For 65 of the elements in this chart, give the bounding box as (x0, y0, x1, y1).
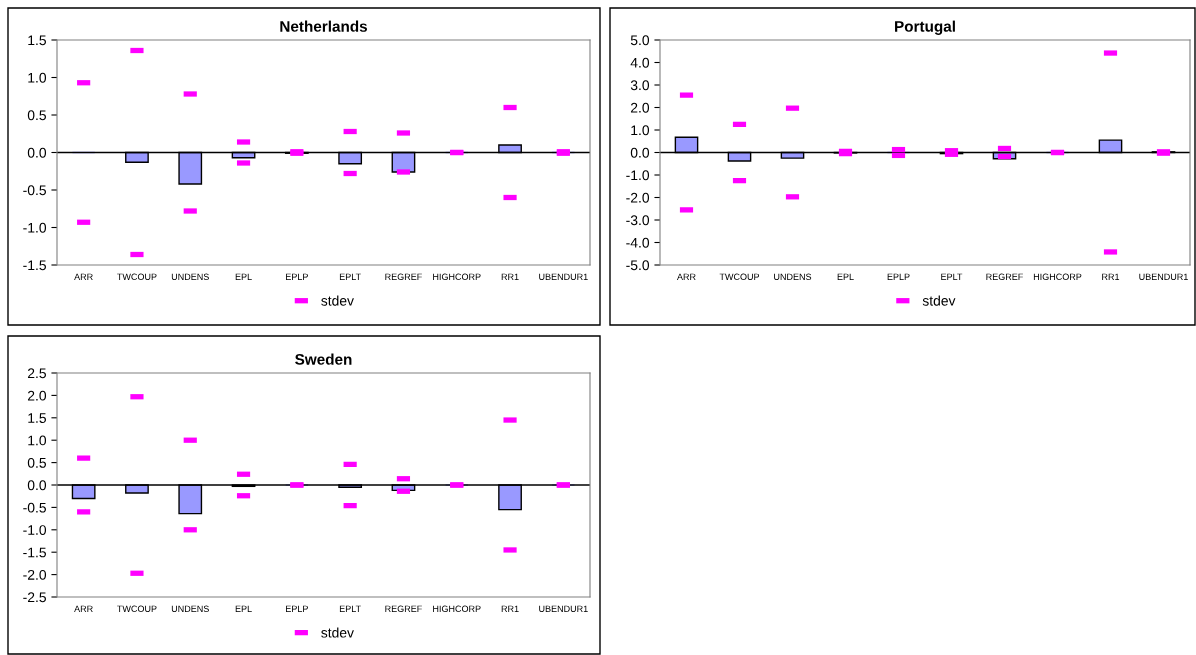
y-tick-label: -1.0 (23, 525, 47, 535)
legend-label: stdev (321, 295, 354, 306)
y-tick-label: 2.5 (27, 368, 46, 379)
y-tick-label: 0.0 (27, 147, 47, 158)
y-tick-label: -1.5 (23, 547, 46, 558)
x-tick-label: RR1 (501, 605, 519, 612)
y-tick-label: -3.0 (626, 215, 650, 226)
y-tick-label: -0.5 (23, 502, 46, 513)
y-tick-label: -2.0 (626, 192, 650, 203)
x-tick-label: UBENDUR1 (539, 273, 588, 280)
y-tick-label: 5.0 (630, 35, 650, 46)
legend-label: stdev (922, 295, 956, 306)
x-tick-label: UBENDUR1 (1139, 273, 1188, 280)
x-tick-label: EPL (235, 605, 252, 612)
x-tick-label: HIGHCORP (1033, 273, 1082, 280)
x-tick-label: ARR (676, 273, 696, 280)
y-tick-label: 1.0 (28, 435, 47, 446)
chart-title: Sweden (295, 353, 352, 365)
y-tick-label: -1.0 (626, 170, 650, 181)
legend-label: stdev (321, 627, 354, 638)
x-tick-label: RR1 (501, 273, 519, 280)
y-tick-label: 0.0 (630, 147, 650, 158)
y-tick-label: 1.5 (28, 413, 46, 423)
x-tick-label: HIGHCORP (433, 605, 481, 612)
x-tick-label: UNDENS (171, 273, 209, 280)
x-tick-label: TWCOUP (117, 273, 157, 280)
y-tick-label: -1.0 (23, 222, 47, 233)
y-tick-label: 1.0 (631, 125, 650, 136)
y-tick-label: 4.0 (630, 57, 650, 68)
y-tick-label: -4.0 (626, 237, 650, 248)
x-tick-label: REGREF (385, 605, 422, 612)
y-tick-label: 0.5 (27, 110, 46, 121)
x-tick-label: HIGHCORP (433, 273, 481, 280)
chart-title: Netherlands (280, 20, 368, 32)
y-tick-label: -2.5 (23, 592, 46, 603)
x-tick-label: REGREF (986, 273, 1023, 280)
y-tick-label: 1.5 (28, 35, 46, 46)
x-tick-label: RR1 (1102, 273, 1120, 280)
x-tick-label: ARR (74, 273, 93, 280)
x-tick-label: UBENDUR1 (539, 605, 588, 612)
x-tick-label: EPLP (887, 273, 910, 280)
y-tick-label: -0.5 (23, 185, 46, 196)
y-tick-label: -2.0 (23, 569, 47, 580)
y-tick-label: -5.0 (626, 260, 650, 271)
x-tick-label: EPLT (339, 273, 361, 280)
x-tick-label: EPLT (941, 273, 963, 280)
x-tick-label: TWCOUP (719, 273, 760, 280)
x-tick-label: TWCOUP (117, 605, 157, 612)
y-tick-label: 2.0 (27, 390, 47, 401)
y-tick-label: 1.0 (28, 72, 47, 83)
x-tick-label: REGREF (385, 273, 422, 280)
y-tick-label: 3.0 (630, 80, 650, 91)
x-tick-label: ARR (74, 605, 93, 612)
x-tick-label: EPL (837, 273, 854, 280)
x-tick-label: EPLT (339, 605, 361, 612)
y-tick-label: -1.5 (23, 260, 46, 271)
x-tick-label: UNDENS (774, 273, 812, 280)
y-tick-label: 0.5 (27, 457, 46, 468)
y-tick-label: 2.0 (630, 102, 650, 113)
x-tick-label: UNDENS (171, 605, 209, 612)
x-tick-label: EPLP (286, 605, 308, 612)
x-tick-label: EPL (235, 273, 252, 280)
x-tick-label: EPLP (286, 273, 308, 280)
y-tick-label: 0.0 (27, 480, 47, 491)
chart-title: Portugal (895, 20, 955, 35)
